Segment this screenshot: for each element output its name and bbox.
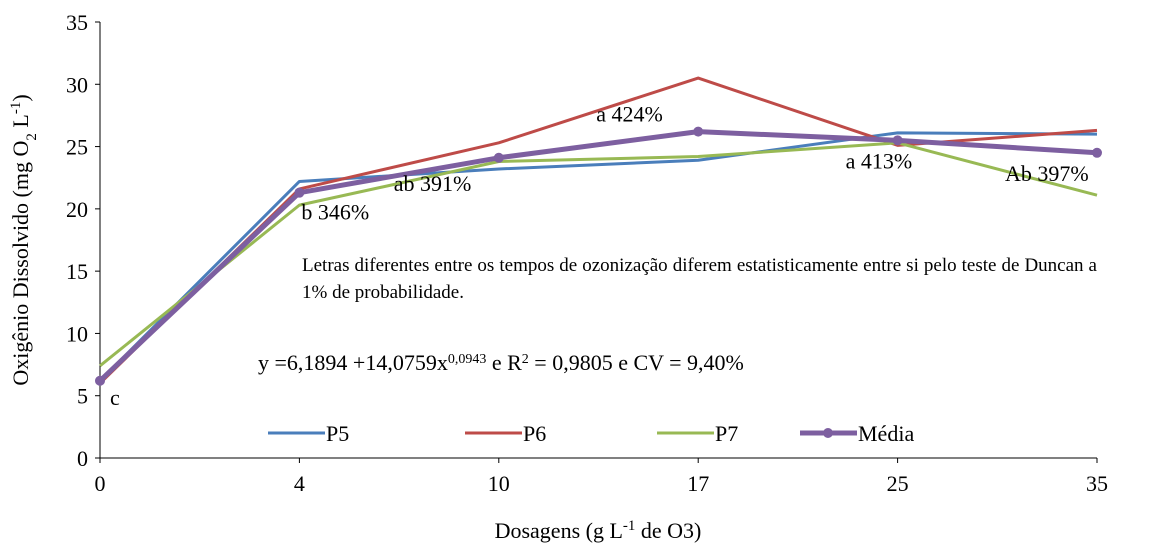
text-part: -1 <box>623 518 636 534</box>
point <box>1092 147 1102 158</box>
text-part: y =6,1894 +14,0759x <box>258 350 448 375</box>
point <box>95 375 105 386</box>
y-axis-label: Oxigênio Dissolvido (mg O2 L-1) <box>8 94 40 385</box>
annotation: ab 391% <box>394 171 472 196</box>
annotation: Ab 397% <box>1005 161 1089 186</box>
text-part: 2 <box>24 133 40 141</box>
y-tick-label: 0 <box>77 446 88 471</box>
x-tick-label: 35 <box>1086 471 1108 496</box>
legend-label: P7 <box>715 421 738 446</box>
annotation: a 413% <box>846 148 913 173</box>
series-line <box>98 131 1098 382</box>
point <box>693 126 704 137</box>
y-tick-label: 25 <box>66 135 88 160</box>
text-part: -1 <box>8 102 24 115</box>
legend-label: Média <box>858 421 914 446</box>
y-tick-label: 5 <box>77 384 88 409</box>
text-part: L <box>8 114 33 133</box>
point <box>493 152 504 163</box>
text-part: e R <box>486 350 522 375</box>
text-part: ) <box>8 94 33 101</box>
text-part: 0,0943 <box>448 352 487 367</box>
x-tick-label: 4 <box>294 471 305 496</box>
y-tick-label: 20 <box>66 197 88 222</box>
annotation: c <box>110 385 120 410</box>
annotation: a 424% <box>596 102 663 127</box>
text-part: de O3) <box>635 518 701 543</box>
legend-marker <box>823 428 833 438</box>
y-tick-label: 35 <box>66 10 88 35</box>
x-tick-label: 0 <box>95 471 106 496</box>
text-part: = 0,9805 e CV = 9,40% <box>529 350 744 375</box>
text-part: Oxigênio Dissolvido (mg O <box>8 141 33 386</box>
text-part: 2 <box>522 352 529 367</box>
x-tick-label: 10 <box>488 471 510 496</box>
series-line <box>99 141 1098 367</box>
series-line <box>98 129 1098 383</box>
point <box>892 135 903 146</box>
text-part: Dosagens (g L <box>495 518 623 543</box>
y-tick-label: 30 <box>66 72 88 97</box>
note: Letras diferentes entre os tempos de ozo… <box>302 255 1097 303</box>
x-axis-label: Dosagens (g L-1 de O3) <box>495 518 702 543</box>
point <box>294 187 305 198</box>
x-tick-label: 17 <box>687 471 709 496</box>
y-tick-label: 15 <box>66 259 88 284</box>
y-tick-label: 10 <box>66 321 88 346</box>
legend-label: P5 <box>326 421 349 446</box>
annotation: b 346% <box>301 200 369 225</box>
x-tick-label: 25 <box>887 471 909 496</box>
legend-label: P6 <box>523 421 546 446</box>
equation: y =6,1894 +14,0759x0,0943 e R2 = 0,9805 … <box>258 350 744 375</box>
